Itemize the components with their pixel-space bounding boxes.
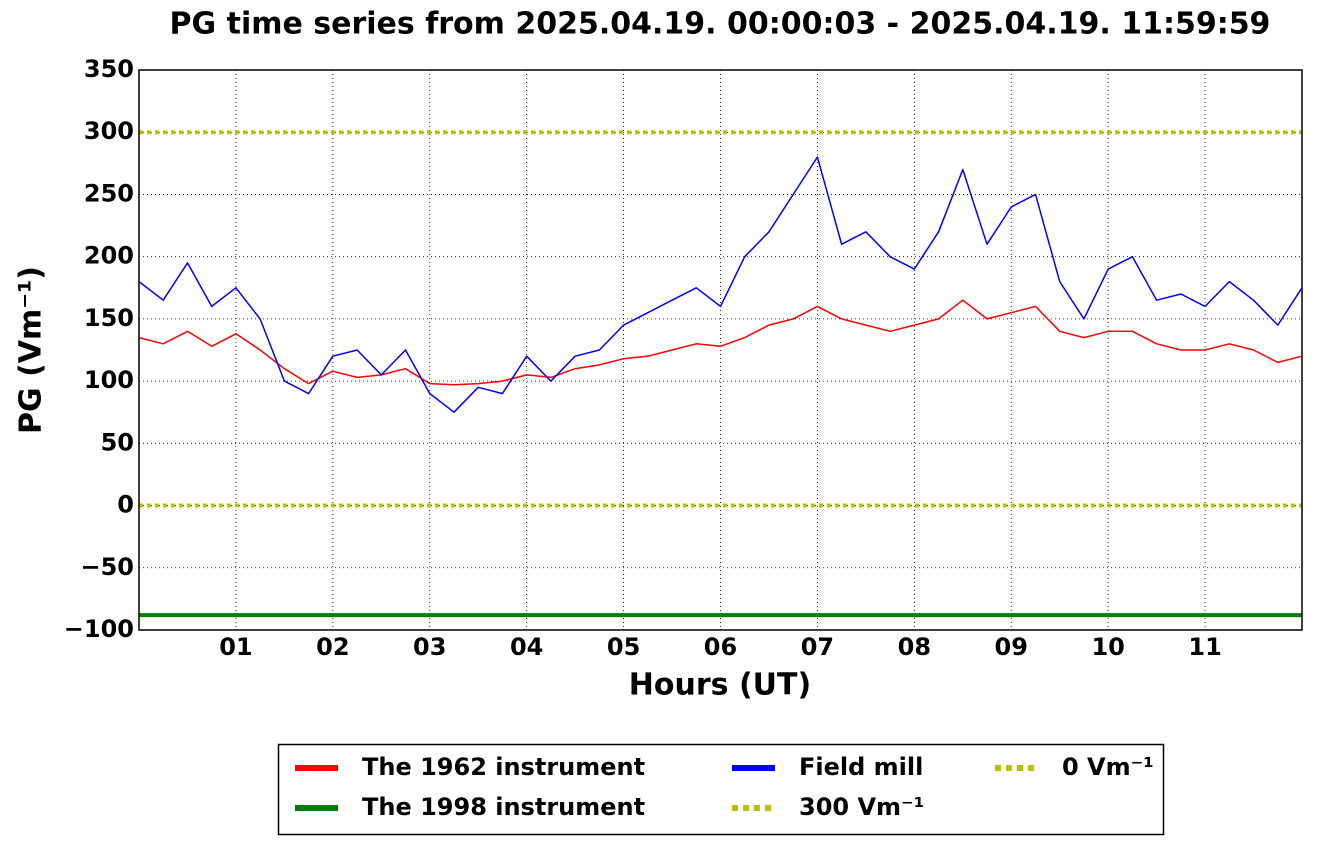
x-tick-label: 06 bbox=[704, 633, 737, 661]
x-tick-label: 03 bbox=[413, 633, 446, 661]
x-tick-label: 10 bbox=[1091, 633, 1124, 661]
x-tick-label: 07 bbox=[801, 633, 834, 661]
y-tick-label: 0 bbox=[117, 491, 134, 519]
x-tick-label: 09 bbox=[995, 633, 1028, 661]
y-tick-label: −50 bbox=[80, 553, 134, 581]
y-tick-label: 300 bbox=[84, 117, 134, 145]
x-tick-label: 01 bbox=[219, 633, 252, 661]
y-tick-label: 250 bbox=[84, 179, 134, 207]
x-tick-label: 05 bbox=[607, 633, 640, 661]
y-axis-label: PG (Vm⁻¹) bbox=[14, 266, 49, 434]
legend-box bbox=[277, 743, 1165, 836]
legend-label: 0 Vm⁻¹ bbox=[1062, 753, 1154, 781]
x-axis-label: Hours (UT) bbox=[629, 668, 811, 703]
y-tick-label: −100 bbox=[64, 615, 134, 643]
y-tick-label: 200 bbox=[84, 242, 134, 270]
x-tick-label: 04 bbox=[510, 633, 543, 661]
chart-title: PG time series from 2025.04.19. 00:00:03… bbox=[170, 7, 1271, 42]
legend-label: 300 Vm⁻¹ bbox=[799, 793, 924, 821]
series-line bbox=[138, 299, 1303, 386]
x-tick-label: 08 bbox=[898, 633, 931, 661]
y-tick-label: 350 bbox=[84, 55, 134, 83]
series-line bbox=[138, 156, 1303, 413]
y-tick-label: 150 bbox=[84, 304, 134, 332]
legend-label: The 1962 instrument bbox=[362, 753, 645, 781]
plot-frame bbox=[138, 69, 1303, 631]
x-tick-label: 02 bbox=[316, 633, 349, 661]
y-tick-label: 100 bbox=[84, 366, 134, 394]
legend-label: Field mill bbox=[799, 753, 923, 781]
x-tick-label: 11 bbox=[1188, 633, 1221, 661]
y-tick-label: 50 bbox=[101, 428, 134, 456]
legend-label: The 1998 instrument bbox=[362, 793, 645, 821]
